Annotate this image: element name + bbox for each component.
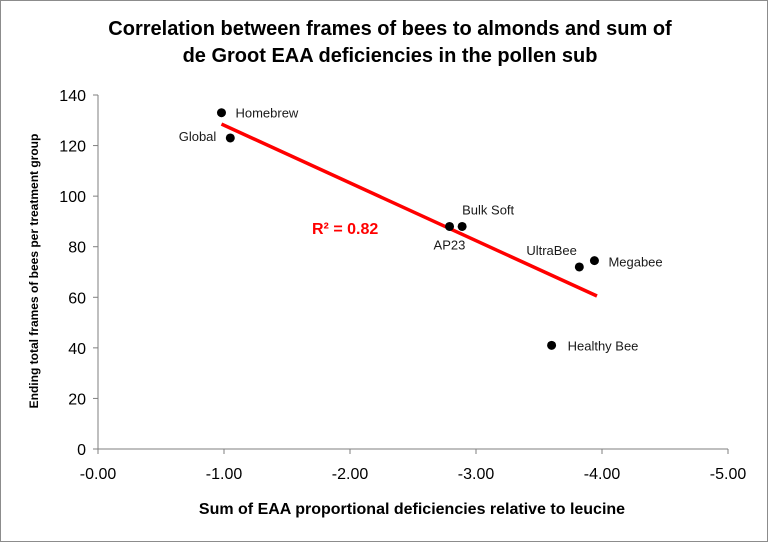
- r-squared-annotation: R² = 0.82: [312, 221, 378, 238]
- y-tick-label: 20: [68, 391, 86, 408]
- data-point: [457, 221, 467, 231]
- y-tick-label: 60: [68, 290, 86, 307]
- tick-labels: 0 20 40 60 80 100 120 140 -0.00 -1.00 -2.00 -3.00 -4…: [59, 88, 746, 483]
- y-tick-label: 0: [77, 442, 86, 459]
- point-label: AP23: [434, 237, 466, 252]
- point-label: Homebrew: [235, 106, 298, 121]
- x-tick-label: -0.00: [80, 466, 117, 483]
- data-point: [574, 262, 584, 272]
- data-point: [445, 221, 455, 231]
- data-point: [225, 133, 235, 143]
- y-tick-label: 140: [59, 88, 86, 105]
- point-label: UltraBee: [526, 243, 577, 258]
- point-label: Bulk Soft: [462, 202, 514, 217]
- x-axis-title: Sum of EAA proportional deficiencies rel…: [199, 501, 625, 518]
- x-tick-label: -2.00: [332, 466, 369, 483]
- y-tick-label: 80: [68, 240, 86, 257]
- y-axis-title: Ending total frames of bees per treatmen…: [27, 134, 41, 409]
- point-label: Global: [179, 129, 217, 144]
- data-point: [547, 340, 557, 350]
- x-tick-label: -5.00: [710, 466, 747, 483]
- chart-title-line2: de Groot EAA deficiencies in the pollen …: [182, 45, 598, 67]
- point-label: Megabee: [608, 255, 662, 270]
- chart-title: Correlation between frames of bees to al…: [60, 16, 720, 70]
- trendline-group: [220, 122, 598, 298]
- y-tick-label: 40: [68, 341, 86, 358]
- point-labels: Homebrew Global AP23 Bulk Soft UltraBee Megab…: [179, 106, 663, 354]
- trendline: [220, 122, 598, 298]
- y-tick-label: 120: [59, 139, 86, 156]
- point-label: Healthy Bee: [568, 338, 639, 353]
- x-tick-label: -1.00: [206, 466, 243, 483]
- data-points: [216, 108, 599, 350]
- x-tick-label: -3.00: [458, 466, 495, 483]
- x-tick-label: -4.00: [584, 466, 621, 483]
- data-point: [216, 108, 226, 118]
- chart-title-line1: Correlation between frames of bees to al…: [108, 18, 672, 40]
- y-tick-label: 100: [59, 189, 86, 206]
- axes: [93, 94, 729, 454]
- data-point: [589, 256, 599, 266]
